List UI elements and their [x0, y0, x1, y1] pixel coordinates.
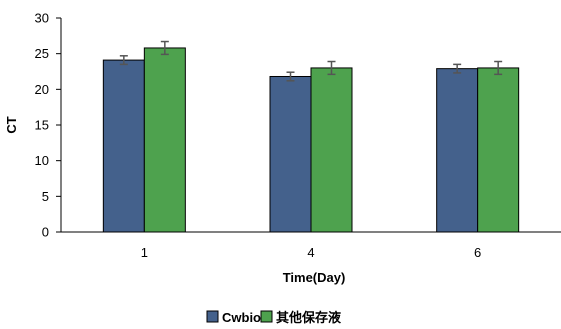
x-tick-label: 1 — [141, 245, 148, 260]
bar-series1 — [436, 68, 479, 233]
bar-series1 — [269, 75, 312, 233]
y-tick-label: 5 — [42, 189, 49, 204]
y-tick-label: 20 — [35, 82, 49, 97]
y-tick-label: 30 — [35, 11, 49, 26]
y-tick-label: 10 — [35, 153, 49, 168]
y-axis-title: CT — [4, 116, 19, 133]
legend-swatch — [206, 310, 219, 323]
x-tick-label: 4 — [307, 245, 314, 260]
x-tick-labels: 1 4 6 — [141, 245, 482, 260]
y-tick-label: 15 — [35, 118, 49, 133]
legend-label: 其他保存液 — [276, 310, 341, 325]
error-bars — [119, 40, 503, 82]
legend: Cwbio 其他保存液 — [206, 310, 341, 325]
x-axis-title: Time(Day) — [283, 270, 346, 285]
y-tick-labels: 0 5 10 15 20 25 30 — [35, 11, 61, 240]
legend-label: Cwbio — [222, 310, 261, 325]
y-tick-label: 0 — [42, 225, 49, 240]
x-tick-label: 6 — [474, 245, 481, 260]
y-tick-label: 25 — [35, 46, 49, 61]
bar-marks — [102, 47, 520, 233]
bar-series2 — [143, 47, 186, 233]
legend-swatch — [260, 310, 273, 323]
bar-series2 — [310, 67, 353, 233]
bar-series2 — [477, 67, 520, 233]
bar-series1 — [102, 59, 145, 233]
